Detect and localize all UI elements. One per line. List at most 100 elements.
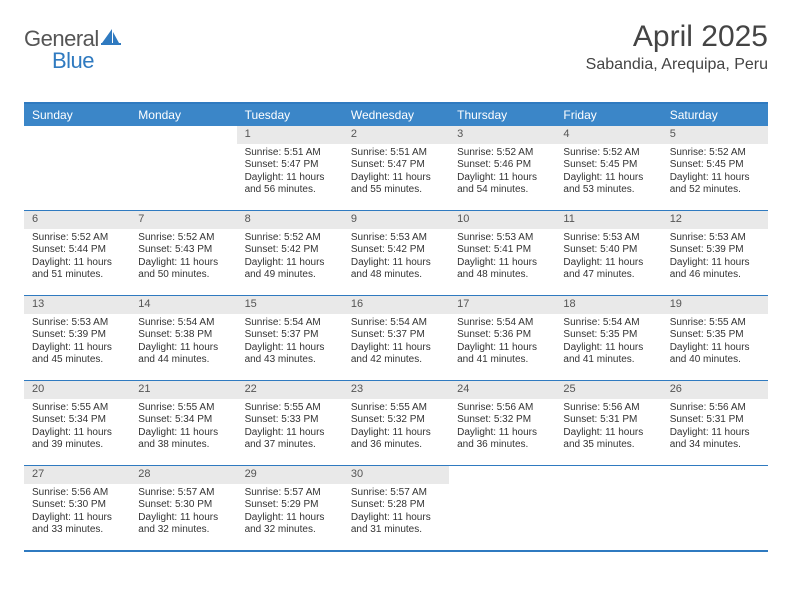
logo-sail-icon [101, 28, 121, 51]
day-number: 8 [237, 211, 343, 229]
day-cell: 26Sunrise: 5:56 AMSunset: 5:31 PMDayligh… [662, 381, 768, 465]
day-cell: 6 Sunrise: 5:52 AMSunset: 5:44 PMDaylight… [24, 211, 130, 295]
logo-line2: Blue [24, 48, 94, 74]
sunrise-line: Sunrise: 5:56 AM [670, 402, 760, 415]
day-body: Sunrise: 5:54 AMSunset: 5:35 PMDaylight:… [555, 314, 661, 373]
week-row: 27Sunrise: 5:56 AMSunset: 5:30 PMDayligh… [24, 465, 768, 550]
sunset-line: Sunset: 5:35 PM [563, 329, 653, 342]
daylight-line: Daylight: 11 hours and 49 minutes. [245, 257, 335, 282]
day-number: 18 [555, 296, 661, 314]
day-cell: 29Sunrise: 5:57 AMSunset: 5:29 PMDayligh… [237, 466, 343, 550]
daylight-line: Daylight: 11 hours and 35 minutes. [563, 427, 653, 452]
sunrise-line: Sunrise: 5:53 AM [670, 232, 760, 245]
day-cell: 25Sunrise: 5:56 AMSunset: 5:31 PMDayligh… [555, 381, 661, 465]
daylight-line: Daylight: 11 hours and 39 minutes. [32, 427, 122, 452]
sunset-line: Sunset: 5:30 PM [32, 499, 122, 512]
sunset-line: Sunset: 5:44 PM [32, 244, 122, 257]
sunset-line: Sunset: 5:47 PM [351, 159, 441, 172]
sunrise-line: Sunrise: 5:52 AM [670, 147, 760, 160]
dow-cell: Tuesday [237, 104, 343, 126]
dow-cell: Saturday [662, 104, 768, 126]
sunset-line: Sunset: 5:36 PM [457, 329, 547, 342]
day-number: 6 [24, 211, 130, 229]
title-block: April 2025 Sabandia, Arequipa, Peru [586, 20, 768, 74]
day-number: 13 [24, 296, 130, 314]
sunset-line: Sunset: 5:32 PM [457, 414, 547, 427]
day-cell: 18Sunrise: 5:54 AMSunset: 5:35 PMDayligh… [555, 296, 661, 380]
day-number: 11 [555, 211, 661, 229]
sunrise-line: Sunrise: 5:53 AM [351, 232, 441, 245]
day-number: 20 [24, 381, 130, 399]
day-number [555, 466, 661, 470]
daylight-line: Daylight: 11 hours and 34 minutes. [670, 427, 760, 452]
sunset-line: Sunset: 5:34 PM [138, 414, 228, 427]
dow-cell: Friday [555, 104, 661, 126]
day-cell: 3Sunrise: 5:52 AMSunset: 5:46 PMDaylight… [449, 126, 555, 210]
daylight-line: Daylight: 11 hours and 33 minutes. [32, 512, 122, 537]
sunset-line: Sunset: 5:31 PM [563, 414, 653, 427]
day-number: 4 [555, 126, 661, 144]
daylight-line: Daylight: 11 hours and 38 minutes. [138, 427, 228, 452]
location-text: Sabandia, Arequipa, Peru [586, 56, 768, 74]
daylight-line: Daylight: 11 hours and 41 minutes. [457, 342, 547, 367]
sunrise-line: Sunrise: 5:55 AM [351, 402, 441, 415]
day-cell: 11Sunrise: 5:53 AMSunset: 5:40 PMDayligh… [555, 211, 661, 295]
sunset-line: Sunset: 5:39 PM [670, 244, 760, 257]
daylight-line: Daylight: 11 hours and 44 minutes. [138, 342, 228, 367]
day-number: 1 [237, 126, 343, 144]
sunrise-line: Sunrise: 5:54 AM [563, 317, 653, 330]
day-cell: 12Sunrise: 5:53 AMSunset: 5:39 PMDayligh… [662, 211, 768, 295]
day-number: 23 [343, 381, 449, 399]
sunset-line: Sunset: 5:31 PM [670, 414, 760, 427]
day-cell: 8Sunrise: 5:52 AMSunset: 5:42 PMDaylight… [237, 211, 343, 295]
day-cell: 27Sunrise: 5:56 AMSunset: 5:30 PMDayligh… [24, 466, 130, 550]
sunrise-line: Sunrise: 5:57 AM [351, 487, 441, 500]
day-cell: 16Sunrise: 5:54 AMSunset: 5:37 PMDayligh… [343, 296, 449, 380]
day-cell-empty [555, 466, 661, 550]
day-number: 10 [449, 211, 555, 229]
sunset-line: Sunset: 5:30 PM [138, 499, 228, 512]
day-body: Sunrise: 5:52 AMSunset: 5:43 PMDaylight:… [130, 229, 236, 288]
calendar-grid: SundayMondayTuesdayWednesdayThursdayFrid… [24, 102, 768, 552]
day-cell: 30Sunrise: 5:57 AMSunset: 5:28 PMDayligh… [343, 466, 449, 550]
day-number [662, 466, 768, 470]
sunrise-line: Sunrise: 5:52 AM [563, 147, 653, 160]
daylight-line: Daylight: 11 hours and 53 minutes. [563, 172, 653, 197]
day-body: Sunrise: 5:51 AMSunset: 5:47 PMDaylight:… [343, 144, 449, 203]
day-number: 5 [662, 126, 768, 144]
day-number: 9 [343, 211, 449, 229]
day-cell: 10Sunrise: 5:53 AMSunset: 5:41 PMDayligh… [449, 211, 555, 295]
dow-cell: Thursday [449, 104, 555, 126]
day-cell-empty [24, 126, 130, 210]
sunrise-line: Sunrise: 5:51 AM [245, 147, 335, 160]
day-cell: 15Sunrise: 5:54 AMSunset: 5:37 PMDayligh… [237, 296, 343, 380]
day-number: 25 [555, 381, 661, 399]
month-title: April 2025 [586, 20, 768, 54]
day-cell: 22Sunrise: 5:55 AMSunset: 5:33 PMDayligh… [237, 381, 343, 465]
day-cell-empty [130, 126, 236, 210]
sunset-line: Sunset: 5:33 PM [245, 414, 335, 427]
sunrise-line: Sunrise: 5:51 AM [351, 147, 441, 160]
daylight-line: Daylight: 11 hours and 56 minutes. [245, 172, 335, 197]
sunrise-line: Sunrise: 5:52 AM [32, 232, 122, 245]
sunrise-line: Sunrise: 5:54 AM [457, 317, 547, 330]
week-row: 20Sunrise: 5:55 AMSunset: 5:34 PMDayligh… [24, 380, 768, 465]
sunrise-line: Sunrise: 5:54 AM [351, 317, 441, 330]
calendar-page: General April 2025 Sabandia, Arequipa, P… [0, 0, 792, 572]
day-body: Sunrise: 5:57 AMSunset: 5:30 PMDaylight:… [130, 484, 236, 543]
daylight-line: Daylight: 11 hours and 50 minutes. [138, 257, 228, 282]
day-body: Sunrise: 5:53 AMSunset: 5:41 PMDaylight:… [449, 229, 555, 288]
sunrise-line: Sunrise: 5:55 AM [245, 402, 335, 415]
day-body: Sunrise: 5:53 AMSunset: 5:42 PMDaylight:… [343, 229, 449, 288]
daylight-line: Daylight: 11 hours and 32 minutes. [138, 512, 228, 537]
daylight-line: Daylight: 11 hours and 41 minutes. [563, 342, 653, 367]
day-body: Sunrise: 5:55 AMSunset: 5:34 PMDaylight:… [24, 399, 130, 458]
day-cell: 2Sunrise: 5:51 AMSunset: 5:47 PMDaylight… [343, 126, 449, 210]
daylight-line: Daylight: 11 hours and 51 minutes. [32, 257, 122, 282]
day-cell: 9Sunrise: 5:53 AMSunset: 5:42 PMDaylight… [343, 211, 449, 295]
sunset-line: Sunset: 5:45 PM [670, 159, 760, 172]
daylight-line: Daylight: 11 hours and 54 minutes. [457, 172, 547, 197]
day-body: Sunrise: 5:52 AMSunset: 5:46 PMDaylight:… [449, 144, 555, 203]
sunset-line: Sunset: 5:38 PM [138, 329, 228, 342]
day-number [130, 126, 236, 130]
